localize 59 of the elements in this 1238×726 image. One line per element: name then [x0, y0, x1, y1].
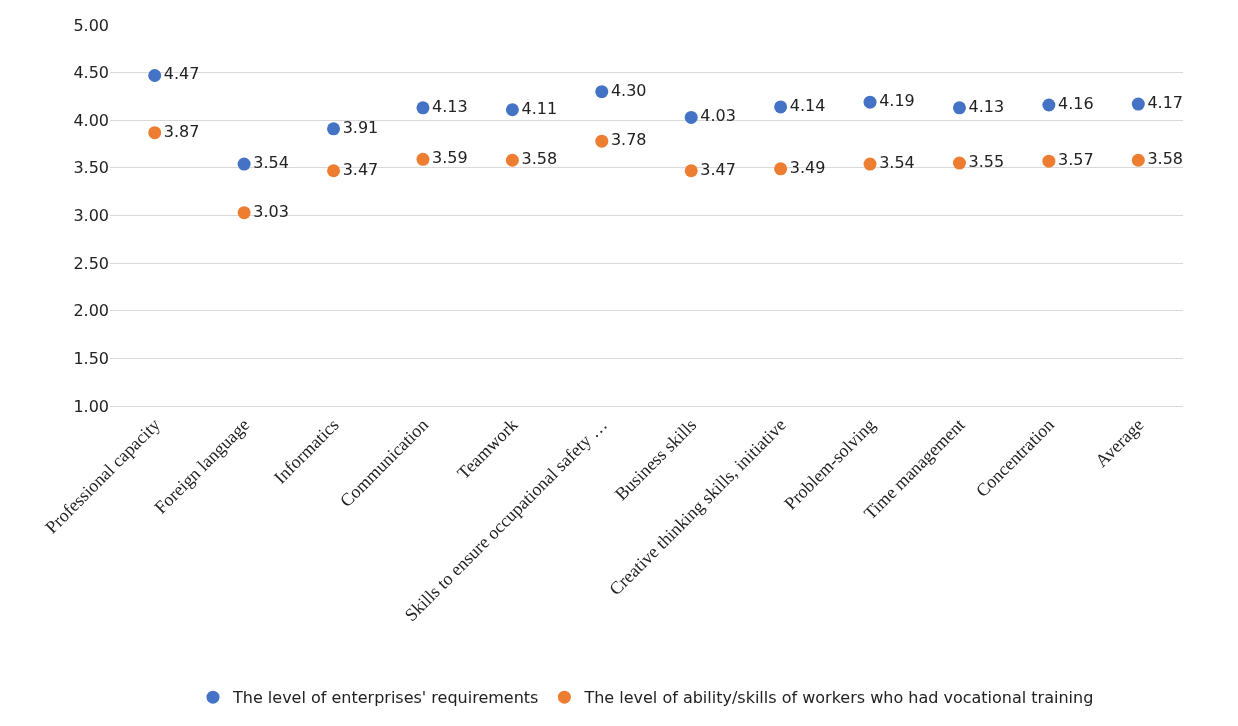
point [952, 156, 966, 170]
point [416, 101, 430, 115]
data-label: 4.30 [610, 80, 647, 100]
point [148, 68, 162, 82]
data-label: 3.49 [789, 157, 826, 177]
y-tick-label: 3.50 [73, 158, 109, 178]
data-label: 4.47 [163, 64, 200, 84]
data-label: 3.54 [253, 153, 289, 173]
point [595, 85, 609, 99]
point [684, 164, 698, 178]
data-label: 4.03 [700, 106, 736, 126]
point [774, 100, 788, 114]
y-tick-label: 2.50 [73, 253, 109, 273]
y-tick-label: 4.50 [73, 63, 109, 83]
data-label: 4.17 [1147, 93, 1184, 113]
point [863, 157, 877, 171]
data-label: 3.87 [163, 121, 200, 141]
point [684, 110, 698, 124]
point [416, 152, 430, 166]
data-label: 4.16 [1058, 94, 1094, 114]
point [1042, 154, 1056, 168]
data-label: 4.11 [521, 98, 558, 118]
y-tick-label: 1.50 [73, 348, 109, 368]
data-label: 4.19 [879, 91, 915, 111]
y-tick-label: 2.00 [73, 301, 109, 321]
data-label: 3.58 [1147, 149, 1184, 169]
y-tick-label: 1.00 [73, 396, 109, 416]
data-label: 4.13 [432, 96, 468, 116]
point [595, 134, 609, 148]
data-label: 3.57 [1058, 150, 1094, 170]
point [148, 126, 162, 140]
point [1042, 98, 1056, 112]
y-tick-label: 5.00 [73, 15, 109, 35]
point [1131, 153, 1145, 167]
point [327, 164, 341, 178]
point [237, 206, 251, 220]
point [1131, 97, 1145, 111]
legend-label: The level of ability/skills of workers who had vocational training [583, 688, 1094, 708]
point [237, 157, 251, 171]
point [952, 101, 966, 115]
data-label: 4.13 [968, 96, 1005, 116]
point [327, 122, 341, 136]
data-label: 3.55 [968, 152, 1005, 172]
data-label: 3.58 [521, 149, 558, 169]
legend-label: The level of enterprises' requirements [232, 688, 539, 708]
point [863, 95, 877, 109]
y-tick-label: 3.00 [73, 206, 109, 226]
data-label: 4.14 [789, 95, 826, 115]
point [505, 103, 519, 117]
data-label: 3.03 [253, 201, 289, 221]
point [505, 153, 519, 167]
data-label: 3.91 [342, 117, 379, 137]
point [774, 162, 788, 176]
data-label: 3.47 [342, 159, 379, 179]
data-label: 3.54 [879, 153, 915, 173]
data-label: 3.59 [432, 148, 468, 168]
data-label: 3.47 [700, 159, 736, 179]
data-label: 3.78 [610, 130, 647, 150]
y-tick-label: 4.00 [73, 110, 109, 130]
